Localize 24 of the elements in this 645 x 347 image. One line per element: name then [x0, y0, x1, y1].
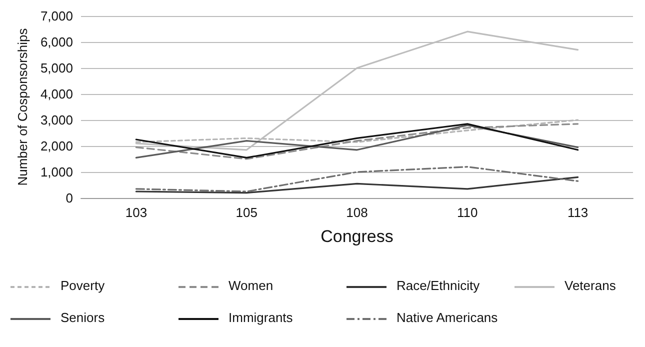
y-tick-label: 5,000 [40, 60, 73, 76]
line-series [135, 166, 579, 192]
legend-label: Poverty [60, 278, 106, 293]
x-tick-label: 103 [125, 205, 148, 220]
x-tick-label: 108 [346, 205, 368, 220]
y-tick-label: 0 [66, 190, 73, 206]
y-tick-label: 4,000 [40, 86, 73, 102]
x-axis-title: Congress [320, 227, 394, 246]
y-tick-label: 2,000 [40, 138, 73, 154]
y-tick-label: 7,000 [40, 8, 73, 24]
y-tick-label: 6,000 [40, 34, 73, 50]
line-series [135, 176, 579, 194]
x-tick-label: 113 [567, 205, 588, 220]
x-tick-label: 105 [236, 205, 258, 220]
x-tick-label: 110 [457, 205, 478, 220]
legend-label: Seniors [60, 310, 106, 325]
legend-label: Immigrants [228, 310, 294, 325]
y-tick-label: 3,000 [40, 112, 73, 128]
y-axis-title: Number of Cosponsorships [15, 28, 30, 186]
legend-label: Women [228, 278, 274, 293]
y-tick-label: 1,000 [40, 164, 73, 180]
legend-label: Native Americans [396, 310, 498, 325]
legend-label: Veterans [564, 278, 616, 293]
legend-label: Race/Ethnicity [396, 278, 480, 293]
